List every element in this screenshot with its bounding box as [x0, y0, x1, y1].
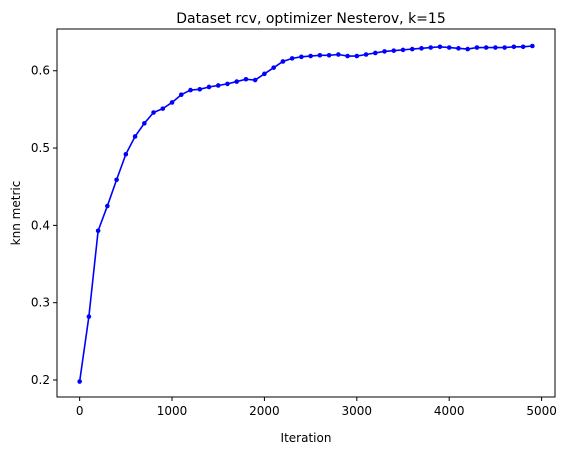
data-point [336, 52, 341, 57]
x-tick-label: 4000 [434, 404, 465, 418]
data-point [317, 52, 323, 58]
data-point [437, 44, 443, 50]
y-axis-label: knn metric [9, 181, 23, 246]
data-point [456, 46, 461, 51]
data-point [215, 83, 221, 88]
data-point [354, 53, 360, 59]
data-point [178, 92, 184, 98]
data-point [160, 106, 166, 111]
data-point [151, 110, 156, 115]
y-tick-label: 0.5 [31, 141, 50, 155]
data-point [511, 44, 517, 50]
x-tick-label: 1000 [157, 404, 188, 418]
data-point [372, 50, 378, 56]
y-axis-ticks: 0.2 0.3 0.4 0.5 0.6 [31, 64, 57, 387]
x-tick-label: 0 [76, 404, 84, 418]
data-point [169, 100, 175, 105]
y-tick-label: 0.6 [31, 64, 50, 78]
data-point [280, 59, 286, 64]
data-point [446, 45, 452, 50]
data-point [197, 87, 203, 92]
data-point [225, 81, 230, 87]
data-point [95, 228, 101, 234]
data-point [86, 314, 92, 319]
data-point [142, 121, 147, 126]
data-point [271, 65, 276, 70]
data-point [289, 56, 295, 61]
data-point [493, 45, 498, 50]
data-point [345, 53, 350, 59]
data-point [465, 46, 470, 52]
x-axis-ticks: 0 1000 2000 3000 4000 5000 [76, 397, 557, 418]
data-point [363, 52, 369, 57]
data-point [502, 45, 507, 50]
data-point [530, 43, 535, 49]
data-point [409, 46, 415, 52]
data-point [428, 45, 434, 50]
data-point [123, 151, 129, 157]
data-point [483, 45, 489, 50]
data-point [132, 134, 138, 139]
data-point [206, 84, 212, 90]
data-point [234, 79, 240, 84]
x-tick-label: 5000 [526, 404, 557, 418]
y-tick-label: 0.3 [31, 296, 50, 310]
data-point [114, 177, 119, 183]
y-tick-label: 0.2 [31, 373, 50, 387]
data-point [77, 379, 82, 384]
data-point [400, 47, 406, 53]
data-point [262, 71, 267, 77]
y-tick-label: 0.4 [31, 218, 50, 232]
data-point [419, 46, 424, 51]
data-point [391, 48, 397, 53]
data-point [308, 53, 313, 59]
x-axis-label: Iteration [281, 431, 332, 445]
data-point [299, 54, 304, 60]
x-tick-label: 3000 [342, 404, 373, 418]
data-point [105, 203, 110, 209]
data-point [520, 44, 526, 50]
series-line [78, 45, 533, 382]
chart-title: Dataset rcv, optimizer Nesterov, k=15 [176, 11, 445, 27]
plot-frame [56, 28, 556, 398]
data-point [252, 77, 258, 83]
x-tick-label: 2000 [249, 404, 280, 418]
data-point [326, 52, 332, 58]
data-point [382, 49, 387, 54]
data-point [188, 87, 193, 93]
data-point [243, 76, 249, 82]
data-point [474, 45, 480, 50]
series-group [77, 43, 535, 384]
